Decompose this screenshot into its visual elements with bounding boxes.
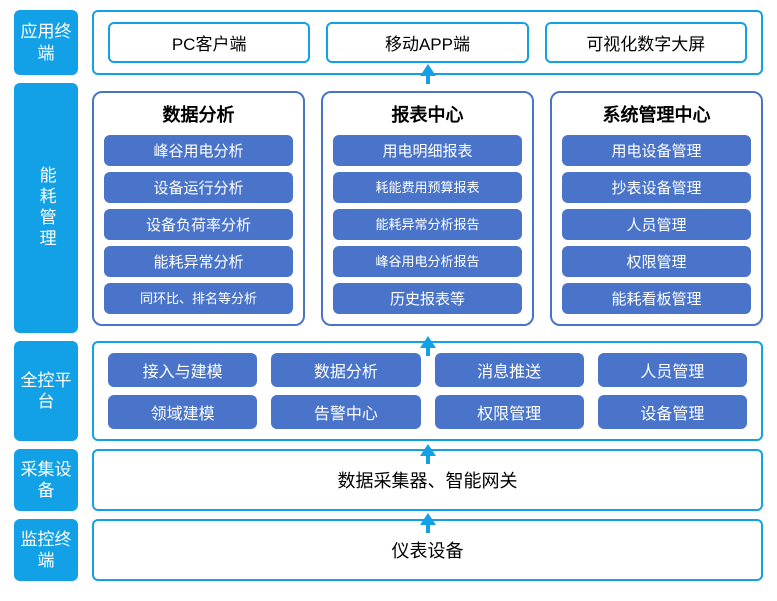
row-energy: 能耗管理 数据分析 峰谷用电分析 设备运行分析 设备负荷率分析 能耗异常分析 同…	[14, 83, 763, 333]
row-platform: 全控平台 接入与建模 数据分析 消息推送 人员管理 领域建模 告警中心 权限管理…	[14, 341, 763, 441]
system-item-2: 人员管理	[562, 209, 751, 240]
label-terminals: 应用终端	[14, 10, 78, 75]
platform-grid: 接入与建模 数据分析 消息推送 人员管理 领域建模 告警中心 权限管理 设备管理	[108, 353, 747, 429]
platform-content: 接入与建模 数据分析 消息推送 人员管理 领域建模 告警中心 权限管理 设备管理	[92, 341, 763, 441]
panel-system-title: 系统管理中心	[562, 101, 751, 127]
analysis-item-4: 同环比、排名等分析	[104, 283, 293, 314]
report-item-3: 峰谷用电分析报告	[333, 246, 522, 277]
analysis-item-3: 能耗异常分析	[104, 246, 293, 277]
platform-item-1: 数据分析	[271, 353, 420, 387]
platform-item-3: 人员管理	[598, 353, 747, 387]
platform-item-2: 消息推送	[435, 353, 584, 387]
system-item-3: 权限管理	[562, 246, 751, 277]
panel-system: 系统管理中心 用电设备管理 抄表设备管理 人员管理 权限管理 能耗看板管理	[550, 91, 763, 326]
panel-report-title: 报表中心	[333, 101, 522, 127]
platform-item-0: 接入与建模	[108, 353, 257, 387]
system-item-0: 用电设备管理	[562, 135, 751, 166]
analysis-item-1: 设备运行分析	[104, 172, 293, 203]
analysis-item-0: 峰谷用电分析	[104, 135, 293, 166]
label-platform: 全控平台	[14, 341, 78, 441]
monitor-text: 仪表设备	[108, 531, 747, 569]
platform-item-5: 告警中心	[271, 395, 420, 429]
collect-text: 数据采集器、智能网关	[108, 461, 747, 499]
energy-panels: 数据分析 峰谷用电分析 设备运行分析 设备负荷率分析 能耗异常分析 同环比、排名…	[92, 91, 763, 326]
row-terminals: 应用终端 PC客户端 移动APP端 可视化数字大屏	[14, 10, 763, 75]
panel-analysis: 数据分析 峰谷用电分析 设备运行分析 设备负荷率分析 能耗异常分析 同环比、排名…	[92, 91, 305, 326]
platform-item-4: 领域建模	[108, 395, 257, 429]
system-item-4: 能耗看板管理	[562, 283, 751, 314]
report-item-2: 能耗异常分析报告	[333, 209, 522, 240]
terminal-app: 移动APP端	[326, 22, 528, 63]
row-collect: 采集设备 数据采集器、智能网关	[14, 449, 763, 511]
platform-item-6: 权限管理	[435, 395, 584, 429]
terminal-pc: PC客户端	[108, 22, 310, 63]
label-monitor: 监控终端	[14, 519, 78, 581]
label-energy: 能耗管理	[14, 83, 78, 333]
report-item-0: 用电明细报表	[333, 135, 522, 166]
report-item-4: 历史报表等	[333, 283, 522, 314]
energy-content: 数据分析 峰谷用电分析 设备运行分析 设备负荷率分析 能耗异常分析 同环比、排名…	[92, 83, 763, 333]
report-item-1: 耗能费用预算报表	[333, 172, 522, 203]
analysis-item-2: 设备负荷率分析	[104, 209, 293, 240]
system-item-1: 抄表设备管理	[562, 172, 751, 203]
panel-analysis-title: 数据分析	[104, 101, 293, 127]
panel-report: 报表中心 用电明细报表 耗能费用预算报表 能耗异常分析报告 峰谷用电分析报告 历…	[321, 91, 534, 326]
terminal-screen: 可视化数字大屏	[545, 22, 747, 63]
row-monitor: 监控终端 仪表设备	[14, 519, 763, 581]
label-collect: 采集设备	[14, 449, 78, 511]
platform-item-7: 设备管理	[598, 395, 747, 429]
